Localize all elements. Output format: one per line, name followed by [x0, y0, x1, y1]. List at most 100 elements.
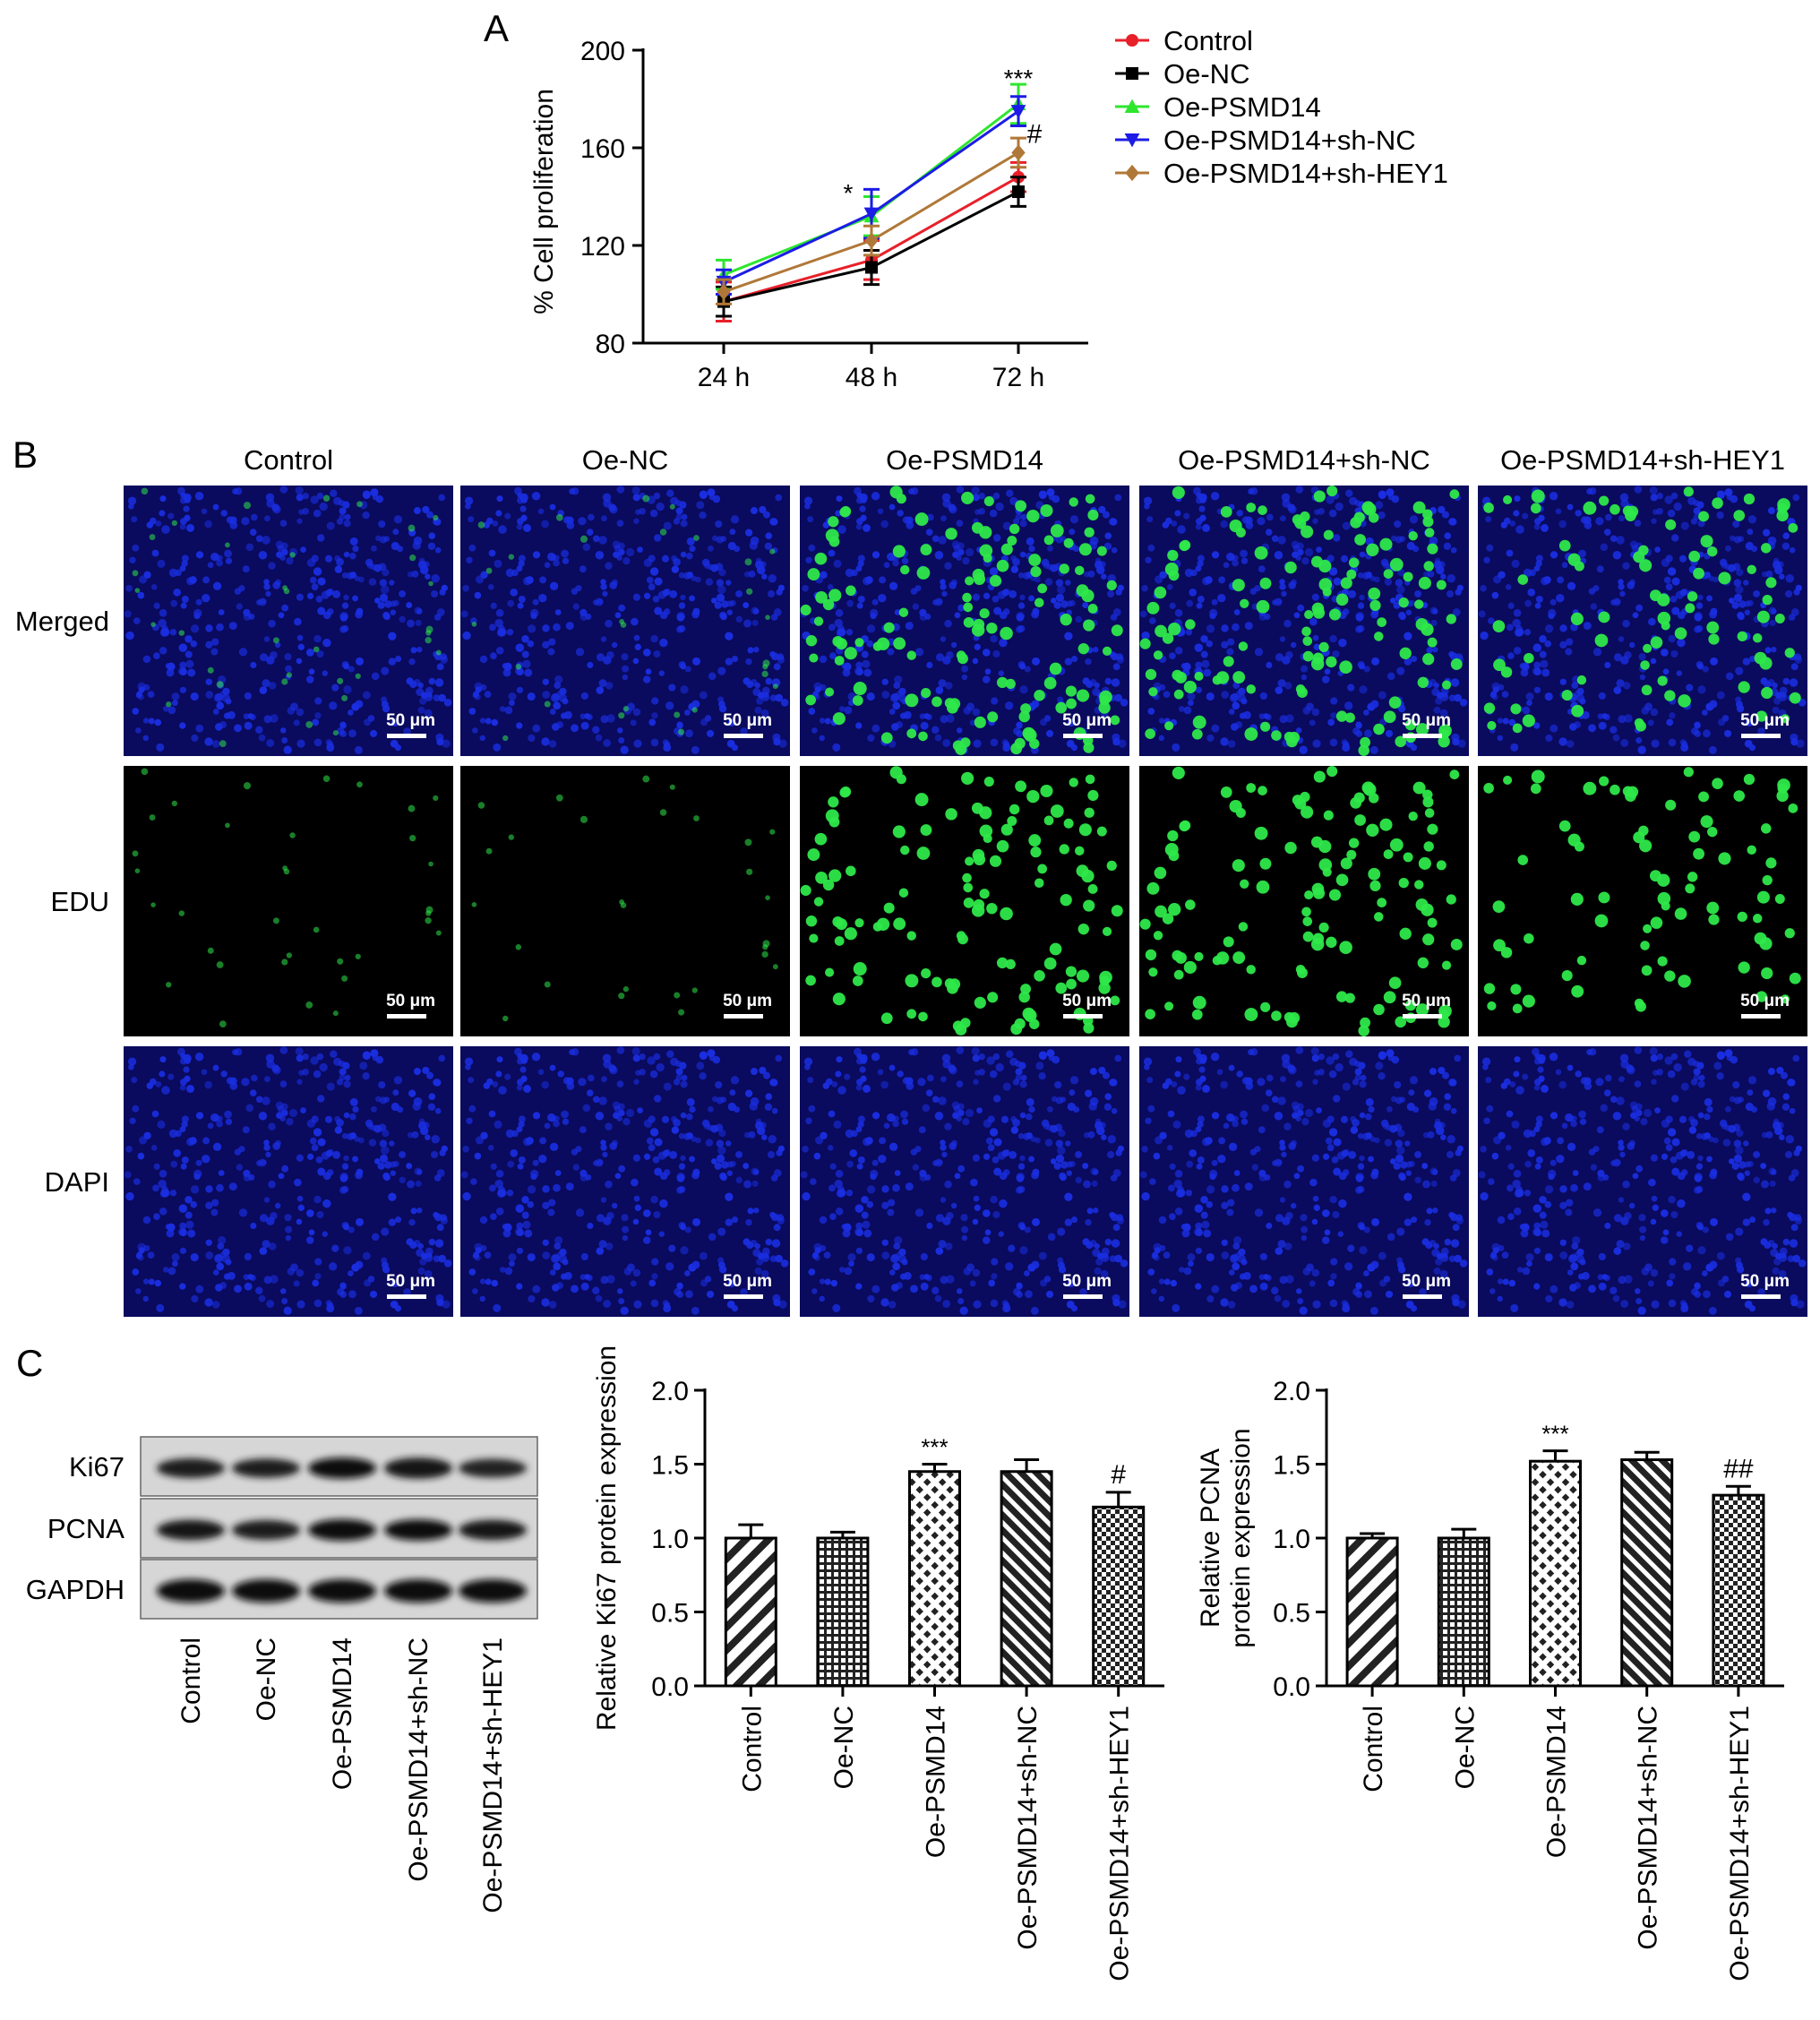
nucleus-dapi [957, 604, 966, 612]
nucleus-dapi [296, 518, 303, 524]
nucleus-dapi [1195, 1126, 1202, 1132]
nucleus-edu [815, 871, 828, 884]
nucleus-dapi [1557, 576, 1565, 584]
nucleus-dapi [1163, 1278, 1171, 1285]
nucleus-dapi [1396, 585, 1405, 595]
nucleus-edu [1756, 610, 1770, 623]
nucleus-dapi [1448, 694, 1456, 702]
nucleus-dapi [650, 738, 659, 747]
nucleus-dapi [1249, 588, 1258, 595]
nucleus-edu [1172, 486, 1185, 499]
nucleus-dapi [1426, 647, 1433, 654]
nucleus-dapi [1614, 1159, 1621, 1165]
nucleus-dapi [1178, 706, 1185, 712]
nucleus-dapi [972, 494, 980, 502]
nucleus-dapi [631, 1047, 640, 1056]
nucleus-dapi [870, 1173, 877, 1181]
nucleus-dapi [419, 565, 429, 575]
nucleus-dapi [942, 656, 951, 665]
nucleus-dapi [668, 683, 676, 692]
nucleus-dapi [549, 709, 556, 715]
nucleus-dapi [1109, 1211, 1115, 1218]
nucleus-dapi [1651, 739, 1660, 748]
nucleus-dapi [180, 602, 187, 609]
nucleus-dapi [159, 1056, 167, 1063]
nucleus-edu [962, 592, 972, 603]
nucleus-dapi [245, 543, 254, 552]
nucleus-dapi [495, 647, 504, 655]
nucleus-dapi [488, 1110, 496, 1118]
nucleus-dapi [863, 524, 871, 532]
nucleus-edu [1441, 960, 1452, 970]
scale-bar [387, 734, 426, 738]
nucleus-edu [674, 711, 681, 718]
nucleus-edu [1424, 808, 1435, 818]
nucleus-dapi [370, 545, 377, 552]
nucleus-dapi [162, 629, 169, 636]
nucleus-dapi [172, 1260, 178, 1268]
nucleus-dapi [485, 1278, 492, 1285]
nucleus-dapi [1189, 1148, 1198, 1157]
nucleus-dapi [1441, 511, 1450, 519]
nucleus-dapi [159, 1070, 166, 1078]
nucleus-dapi [1032, 657, 1041, 666]
nucleus-dapi [1051, 1096, 1058, 1103]
nucleus-dapi [974, 643, 981, 650]
nucleus-dapi [1110, 1174, 1118, 1182]
nucleus-dapi [1394, 1080, 1402, 1089]
nucleus-edu [1043, 815, 1054, 826]
nucleus-dapi [940, 1144, 947, 1151]
nucleus-dapi [1032, 1217, 1041, 1226]
nucleus-edu [1302, 650, 1314, 662]
nucleus-edu [477, 521, 485, 529]
nucleus-dapi [1704, 1097, 1713, 1106]
nucleus-dapi [1618, 515, 1625, 522]
nucleus-dapi [171, 1253, 180, 1262]
nucleus-dapi [1478, 1171, 1486, 1179]
nucleus-dapi [179, 1222, 187, 1230]
nucleus-dapi [1544, 1185, 1554, 1194]
nucleus-dapi [1104, 532, 1112, 540]
nucleus-dapi [959, 1306, 968, 1315]
nucleus-edu [1348, 557, 1360, 568]
nucleus-dapi [280, 542, 288, 550]
nucleus-dapi [956, 520, 964, 528]
nucleus-edu [1512, 723, 1523, 734]
nucleus-dapi [1725, 1233, 1734, 1242]
nucleus-dapi [232, 1049, 238, 1055]
nucleus-dapi [306, 1153, 314, 1160]
nucleus-dapi [1486, 1105, 1494, 1113]
nucleus-dapi [431, 574, 440, 583]
nucleus-edu [1192, 715, 1206, 729]
nucleus-dapi [1389, 1158, 1396, 1165]
nucleus-dapi [635, 509, 641, 515]
nucleus-dapi [754, 1267, 762, 1275]
nucleus-dapi [1195, 686, 1203, 693]
nucleus-edu [1335, 991, 1348, 1002]
nucleus-dapi [1254, 648, 1264, 657]
nucleus-dapi [185, 1195, 193, 1204]
nucleus-dapi [1679, 739, 1687, 746]
nucleus-dapi [635, 1070, 641, 1076]
nucleus-dapi [382, 1129, 390, 1138]
nucleus-dapi [491, 718, 499, 726]
nucleus-edu [149, 534, 156, 540]
nucleus-dapi [316, 534, 325, 542]
nucleus-dapi [1312, 1300, 1321, 1309]
nucleus-dapi [1322, 1153, 1330, 1160]
nucleus-dapi [651, 1273, 658, 1280]
nucleus-edu [1110, 715, 1120, 726]
nucleus-dapi [1610, 1160, 1617, 1166]
nucleus-dapi [186, 524, 194, 532]
nucleus-dapi [148, 1278, 155, 1285]
nucleus-dapi [542, 1185, 550, 1193]
nucleus-dapi [391, 718, 399, 726]
x-tick-label: 48 h [846, 363, 897, 392]
nucleus-dapi [1069, 1089, 1076, 1096]
nucleus-dapi [1348, 589, 1357, 598]
nucleus-dapi [148, 718, 155, 725]
nucleus-dapi [1697, 1080, 1705, 1088]
nucleus-edu [813, 897, 824, 907]
nucleus-dapi [580, 721, 589, 730]
nucleus-dapi [314, 1273, 322, 1280]
